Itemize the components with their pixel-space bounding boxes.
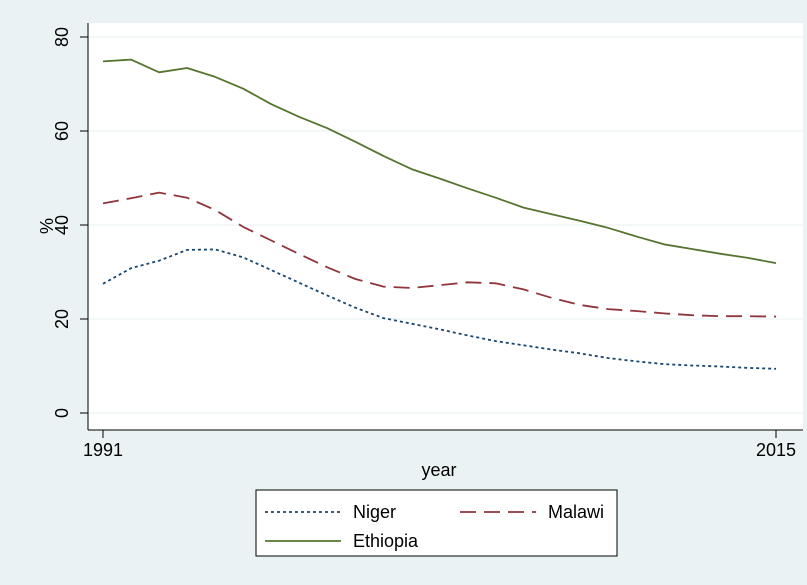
y-tick-label-40: 40 xyxy=(52,215,72,235)
x-tick-label-2015: 2015 xyxy=(756,440,796,460)
x-tick-label-1991: 1991 xyxy=(83,440,123,460)
series-lines xyxy=(102,58,777,370)
y-axis-title: % xyxy=(37,218,57,234)
legend-label-ethiopia: Ethiopia xyxy=(353,531,419,551)
y-tick-label-0: 0 xyxy=(52,408,72,418)
y-tick-label-60: 60 xyxy=(52,121,72,141)
gridlines xyxy=(88,36,803,414)
y-tick-label-20: 20 xyxy=(52,309,72,329)
legend-box xyxy=(255,489,618,557)
legend-label-malawi: Malawi xyxy=(548,502,604,522)
axes: 0 20 40 60 80 1991 2015 xyxy=(52,23,803,460)
plot-area xyxy=(88,23,803,430)
y-tick-label-80: 80 xyxy=(52,27,72,47)
legend-label-niger: Niger xyxy=(353,502,396,522)
x-axis-title: year xyxy=(421,460,456,480)
series-line-malawi xyxy=(102,191,777,318)
series-line-ethiopia xyxy=(102,58,777,264)
legend: Niger Malawi Ethiopia xyxy=(255,489,618,557)
